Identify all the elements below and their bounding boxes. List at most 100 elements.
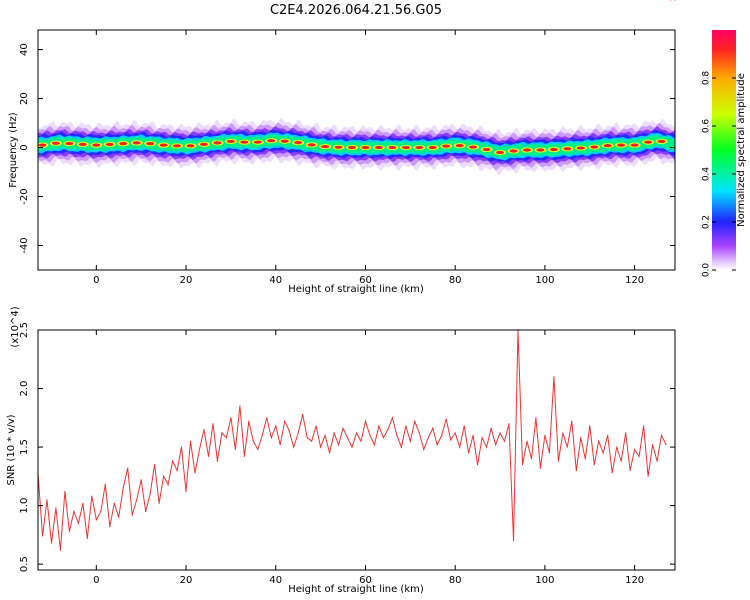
snr-point: [405, 425, 407, 427]
snr-point: [674, 0, 676, 1]
spectrogram-core-red: [253, 140, 262, 144]
snr-point: [275, 425, 277, 427]
spectrogram-ytick-label: 40: [19, 43, 30, 56]
snr-point: [297, 432, 299, 434]
snr-point: [602, 452, 604, 454]
snr-point: [77, 522, 79, 524]
snr-point: [149, 493, 151, 495]
spectrogram-ytick-label: 20: [19, 92, 30, 105]
snr-point: [212, 423, 214, 425]
snr-point: [584, 458, 586, 460]
snr-point: [163, 475, 165, 477]
snr-point: [154, 464, 156, 466]
snr-xtick-label: 80: [449, 575, 462, 586]
spectrogram-core-red: [348, 145, 357, 150]
snr-point: [46, 499, 48, 501]
snr-point: [100, 510, 102, 513]
spectrogram-x-ticks: 0 20 40 60 80 100 120: [93, 30, 644, 286]
spectrogram-y-ticks: -40 -20 0 20 40: [19, 43, 675, 254]
snr-point: [526, 440, 528, 442]
spectrogram-xtick-label: 40: [269, 275, 282, 286]
snr-point: [351, 446, 353, 448]
snr-point: [82, 502, 84, 504]
snr-point: [652, 444, 654, 446]
snr-point: [486, 446, 488, 448]
snr-point: [243, 455, 245, 457]
snr-point: [454, 432, 456, 434]
snr-point: [59, 549, 62, 551]
snr-point: [311, 440, 313, 442]
snr-point: [185, 491, 187, 493]
snr-ytick-label: 2.0: [19, 381, 30, 397]
snr-point: [477, 464, 479, 466]
snr-point: [521, 464, 524, 466]
snr-point: [423, 448, 425, 450]
spectrogram-core-red: [159, 143, 168, 147]
snr-y-ticks: 0.5 1.0 1.5 2.0 2.5: [19, 322, 675, 572]
spectrogram-xtick-label: 120: [625, 275, 644, 286]
snr-point: [548, 452, 551, 454]
snr-point: [490, 427, 492, 429]
spectrogram-core-red: [294, 141, 303, 145]
snr-point: [409, 440, 411, 442]
snr-point: [512, 540, 515, 542]
spectrogram-core-red: [186, 144, 195, 148]
spectrogram-xtick-label: 0: [93, 275, 99, 286]
snr-point: [544, 434, 546, 436]
snr-point: [468, 452, 470, 454]
snr-y-multiplier: (x10^4): [10, 306, 21, 347]
spectrogram-core-red: [415, 145, 424, 150]
snr-point: [270, 437, 272, 439]
snr-point: [459, 446, 461, 448]
spectrogram-core-red: [146, 142, 155, 146]
snr-point: [463, 425, 465, 427]
snr-point: [427, 437, 429, 439]
colorbar-tick-label: 0.4: [702, 167, 712, 182]
spectrogram-core-red: [240, 140, 249, 144]
snr-point: [432, 427, 434, 429]
spectrogram-xtick-label: 60: [359, 275, 372, 286]
snr-point: [293, 446, 295, 448]
snr-point: [55, 507, 57, 509]
snr-point: [535, 417, 537, 419]
snr-point: [230, 417, 232, 419]
snr-xtick-label: 40: [269, 575, 282, 586]
snr-point: [167, 483, 169, 486]
snr-point: [91, 495, 93, 497]
spectrogram-core-red: [388, 145, 397, 150]
spectrogram-ytick-label: -20: [19, 188, 30, 204]
spectrogram-core-red: [92, 143, 101, 147]
snr-point: [216, 460, 218, 462]
colorbar: 0.0 0.2 0.4 0.6 0.8 Normalized spectral ampl…: [702, 30, 747, 277]
snr-point: [207, 455, 210, 457]
spectrogram-core-red: [307, 143, 316, 147]
snr-y-axis-label: SNR (10 * v/v): [6, 414, 17, 485]
snr-point: [136, 499, 138, 501]
snr-point: [234, 448, 236, 450]
snr-point: [539, 467, 542, 469]
spectrogram-core-red: [173, 144, 182, 148]
spectrogram-core-red: [267, 139, 276, 143]
snr-point: [562, 432, 564, 434]
spectrogram-core-red: [563, 147, 572, 151]
spectrogram-core-red: [536, 148, 545, 152]
spectrogram-frame: [37, 29, 676, 271]
snr-point: [194, 472, 196, 474]
spectrogram-x-axis-label: Height of straight line (km): [288, 284, 424, 295]
spectrogram-core-red: [334, 145, 343, 149]
snr-point: [593, 464, 595, 466]
snr-point: [122, 487, 124, 489]
snr-point: [373, 444, 375, 446]
snr-point: [203, 428, 205, 431]
spectrogram-core-red: [374, 145, 383, 150]
spectrogram-core-red: [657, 139, 666, 144]
snr-point: [41, 535, 44, 537]
colorbar-tick-label: 0.8: [702, 71, 712, 86]
colorbar-tick-label: 0.6: [702, 119, 712, 134]
snr-point: [378, 425, 380, 427]
snr-point: [68, 530, 70, 533]
snr-point: [221, 432, 223, 434]
spectrogram-y-axis-label: Frequency (Hz): [8, 112, 19, 188]
spectrogram-band: [36, 118, 675, 176]
